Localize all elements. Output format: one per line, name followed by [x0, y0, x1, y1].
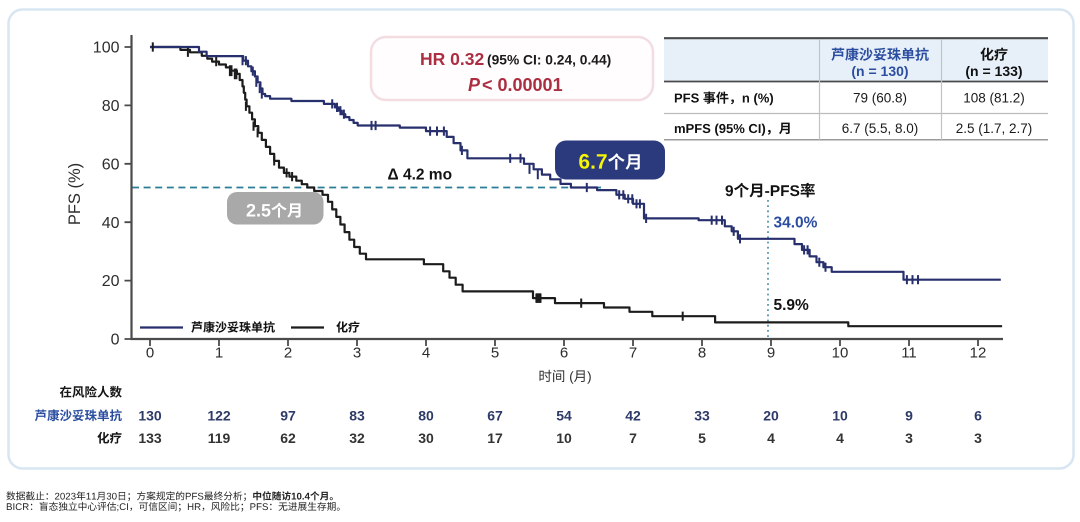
svg-text:42: 42 — [625, 408, 641, 424]
svg-text:34.0%: 34.0% — [774, 215, 818, 232]
svg-text:60: 60 — [102, 156, 120, 173]
svg-text:7: 7 — [629, 430, 637, 446]
svg-text:10: 10 — [556, 430, 572, 446]
svg-text:(n = 130): (n = 130) — [851, 63, 908, 79]
svg-text:8: 8 — [698, 345, 706, 362]
svg-text:PFS (%): PFS (%) — [66, 163, 84, 225]
svg-text:9: 9 — [905, 408, 913, 424]
svg-text:33: 33 — [694, 408, 710, 424]
svg-text:83: 83 — [349, 408, 365, 424]
svg-text:4: 4 — [836, 430, 844, 446]
svg-text:32: 32 — [349, 430, 365, 446]
svg-text:5.9%: 5.9% — [774, 297, 810, 314]
svg-text:10: 10 — [832, 408, 848, 424]
svg-text:3: 3 — [353, 345, 361, 362]
svg-text:P: P — [468, 75, 481, 95]
svg-text:6.7 (5.5, 8.0): 6.7 (5.5, 8.0) — [842, 121, 919, 136]
svg-text:2.5 (1.7, 2.7): 2.5 (1.7, 2.7) — [956, 121, 1033, 136]
svg-text:4: 4 — [767, 430, 775, 446]
svg-text:54: 54 — [556, 408, 572, 424]
svg-text:133: 133 — [138, 430, 162, 446]
svg-text:6: 6 — [560, 345, 568, 362]
svg-text:97: 97 — [280, 408, 296, 424]
svg-text:3: 3 — [905, 430, 913, 446]
svg-text:12: 12 — [970, 345, 987, 362]
svg-text:11: 11 — [901, 345, 917, 362]
svg-text:100: 100 — [93, 40, 120, 57]
svg-text:80: 80 — [102, 98, 120, 115]
svg-text:40: 40 — [102, 215, 120, 232]
svg-text:0: 0 — [146, 345, 154, 362]
svg-text:122: 122 — [207, 408, 231, 424]
svg-text:Δ 4.2 mo: Δ 4.2 mo — [388, 166, 453, 183]
svg-text:7: 7 — [629, 345, 637, 362]
svg-text:108 (81.2): 108 (81.2) — [963, 91, 1025, 106]
svg-text:1: 1 — [215, 345, 223, 362]
svg-text:20: 20 — [102, 273, 120, 290]
svg-text:67: 67 — [487, 408, 503, 424]
svg-text:80: 80 — [418, 408, 434, 424]
svg-text:5: 5 — [491, 345, 499, 362]
svg-text:30: 30 — [418, 430, 434, 446]
svg-text:79 (60.8): 79 (60.8) — [853, 91, 907, 106]
svg-text:0: 0 — [111, 332, 120, 349]
svg-text:3: 3 — [974, 430, 982, 446]
svg-text:6: 6 — [974, 408, 982, 424]
svg-text:< 0.00001: < 0.00001 — [482, 75, 563, 95]
svg-text:20: 20 — [763, 408, 779, 424]
svg-text:(n = 133): (n = 133) — [965, 63, 1022, 79]
svg-text:9: 9 — [767, 345, 775, 362]
svg-text:10: 10 — [832, 345, 849, 362]
svg-text:130: 130 — [138, 408, 162, 424]
svg-text:2: 2 — [284, 345, 292, 362]
svg-text:(95% CI: 0.24, 0.44): (95% CI: 0.24, 0.44) — [487, 53, 611, 68]
svg-text:17: 17 — [487, 430, 503, 446]
svg-text:HR 0.32: HR 0.32 — [420, 49, 484, 69]
svg-text:5: 5 — [698, 430, 706, 446]
svg-text:62: 62 — [280, 430, 296, 446]
svg-text:119: 119 — [208, 430, 231, 446]
svg-text:4: 4 — [422, 345, 430, 362]
